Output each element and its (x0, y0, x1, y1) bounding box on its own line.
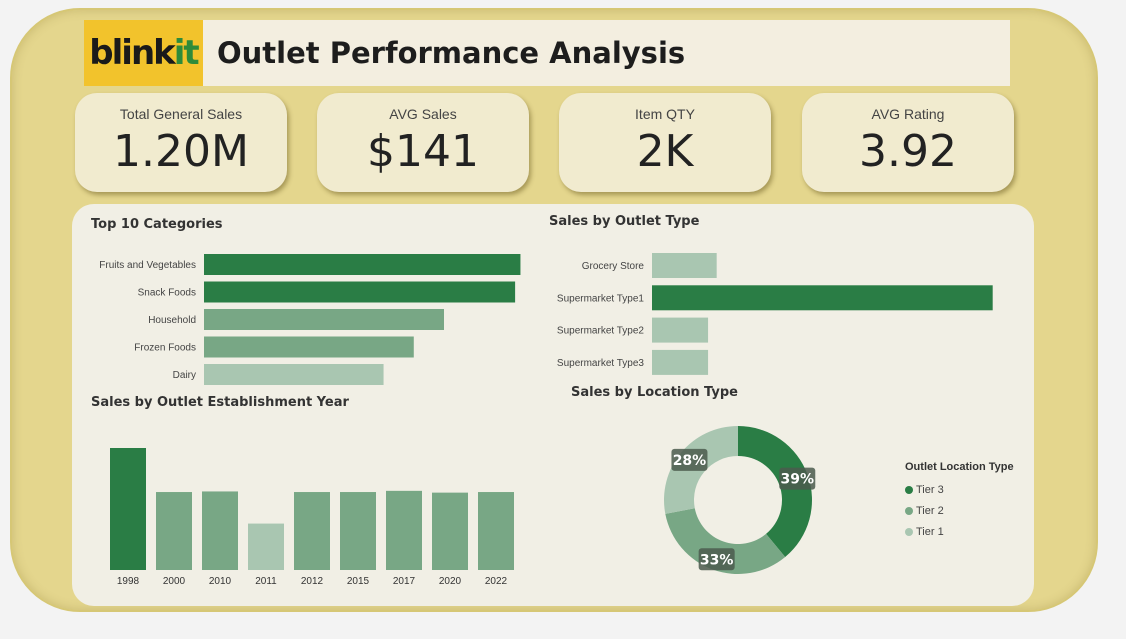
legend-item-tier-2[interactable]: Tier 2 (905, 500, 1014, 521)
x-tick-label: 2012 (301, 576, 324, 587)
page-title: Outlet Performance Analysis (217, 36, 686, 70)
legend-dot-icon (905, 506, 913, 515)
legend-item-tier-3[interactable]: Tier 3 (905, 479, 1014, 500)
data-label: 39% (781, 472, 815, 488)
kpi-label: Item QTY (635, 106, 695, 122)
x-tick-label: 2011 (255, 576, 277, 587)
x-tick-label: 2015 (347, 576, 370, 587)
bar[interactable] (478, 492, 514, 570)
data-label: 28% (673, 453, 707, 469)
bar[interactable] (386, 490, 422, 570)
donut-slice[interactable] (665, 508, 786, 575)
kpi-value: $141 (367, 126, 479, 177)
kpi-card-total-sales[interactable]: Total General Sales 1.20M (75, 93, 287, 192)
blinkit-logo: blink it (84, 20, 203, 86)
x-tick-label: 2000 (163, 576, 186, 587)
location-legend: Outlet Location Type Tier 3 Tier 2 Tier … (905, 461, 1014, 542)
kpi-label: AVG Rating (871, 106, 945, 122)
x-tick-label: 2017 (393, 576, 416, 587)
kpi-value: 3.92 (859, 126, 957, 177)
bar[interactable] (432, 492, 468, 570)
bar[interactable] (204, 281, 516, 303)
bar[interactable] (202, 491, 238, 570)
category-label: Grocery Store (582, 261, 645, 272)
x-tick-label: 1998 (117, 576, 140, 587)
kpi-card-avg-sales[interactable]: AVG Sales $141 (317, 93, 529, 192)
data-label-bg (698, 548, 735, 571)
legend-label: Tier 3 (916, 483, 944, 496)
kpi-card-avg-rating[interactable]: AVG Rating 3.92 (802, 93, 1014, 192)
x-tick-label: 2020 (439, 576, 462, 587)
bar[interactable] (652, 349, 709, 375)
category-label: Frozen Foods (134, 343, 196, 354)
bar[interactable] (294, 492, 330, 570)
data-label: 33% (700, 552, 734, 568)
legend-label: Tier 2 (916, 504, 944, 517)
category-label: Supermarket Type1 (557, 293, 645, 304)
kpi-value: 1.20M (113, 126, 249, 177)
bar[interactable] (156, 492, 192, 570)
bar[interactable] (652, 253, 717, 278)
bar[interactable] (204, 364, 384, 385)
data-label-bg (779, 467, 816, 490)
legend-dot-icon (905, 485, 913, 494)
category-label: Supermarket Type2 (557, 326, 645, 337)
location-type-title: Sales by Location Type (571, 385, 738, 400)
top-categories-title: Top 10 Categories (91, 217, 223, 232)
logo-main-text: blink (89, 33, 175, 73)
category-label: Supermarket Type3 (557, 358, 645, 369)
donut-slice[interactable] (738, 425, 813, 558)
x-tick-label: 2010 (209, 576, 232, 587)
kpi-card-item-qty[interactable]: Item QTY 2K (559, 93, 771, 192)
category-label: Dairy (173, 370, 196, 381)
bar[interactable] (340, 492, 376, 570)
kpi-label: AVG Sales (389, 106, 457, 122)
legend-title: Outlet Location Type (905, 461, 1014, 473)
kpi-label: Total General Sales (119, 106, 243, 122)
legend-item-tier-1[interactable]: Tier 1 (905, 521, 1014, 542)
kpi-value: 2K (636, 126, 694, 177)
bar[interactable] (204, 254, 521, 275)
establishment-year-title: Sales by Outlet Establishment Year (91, 395, 349, 410)
bar[interactable] (652, 285, 993, 311)
category-label: Household (148, 315, 196, 326)
bar[interactable] (652, 317, 709, 343)
bar[interactable] (204, 336, 414, 358)
outlet-type-title: Sales by Outlet Type (549, 214, 700, 229)
bar[interactable] (248, 523, 284, 570)
legend-dot-icon (905, 527, 913, 536)
category-label: Snack Foods (138, 288, 196, 299)
logo-accent-text: it (173, 33, 200, 73)
x-tick-label: 2022 (485, 576, 508, 587)
legend-label: Tier 1 (916, 525, 944, 538)
category-label: Fruits and Vegetables (99, 260, 196, 271)
data-label-bg (671, 448, 708, 471)
header-bar: blink it Outlet Performance Analysis (84, 20, 1010, 86)
bar[interactable] (204, 309, 444, 330)
bar[interactable] (110, 448, 146, 570)
